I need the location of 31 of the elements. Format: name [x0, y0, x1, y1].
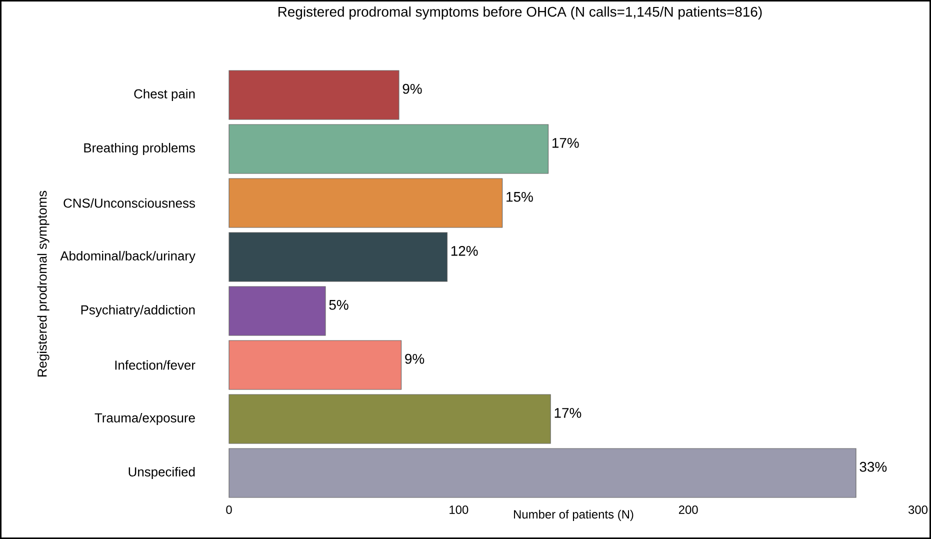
x-tick-label: 0 — [226, 506, 232, 514]
y-tick-label: Breathing problems — [84, 142, 195, 156]
y-tick-label: Psychiatry/addiction — [81, 304, 195, 318]
annotation: 5% — [329, 300, 348, 310]
y-tick-label: Infection/fever — [115, 360, 196, 370]
annotation: 12% — [451, 246, 478, 256]
x-tick-label: 100 — [450, 506, 468, 514]
bar — [228, 70, 400, 120]
bar — [228, 340, 402, 390]
annotation: 17% — [554, 408, 582, 418]
annotation: 17% — [552, 138, 579, 148]
x-tick-label: 300 — [908, 506, 928, 514]
x-tick-label: 200 — [678, 506, 698, 514]
annotation: 9% — [405, 354, 424, 364]
x-axis-title: Number of patients (N) — [514, 510, 634, 521]
annotation: 15% — [506, 192, 533, 202]
y-tick-label: Abdominal/back/urinary — [60, 250, 196, 264]
y-tick-label: CNS/Unconsciousness — [64, 198, 196, 208]
bar — [228, 394, 551, 444]
bar — [228, 448, 856, 498]
chart-title: Registered prodromal symptoms before OHCA (N calls=1,145/N patients=816) — [278, 6, 762, 20]
annotation: 9% — [402, 84, 422, 94]
bar — [228, 286, 326, 336]
bar — [228, 232, 448, 282]
y-tick-label: Unspecified — [128, 466, 195, 480]
y-tick-label: Trauma/exposure — [94, 412, 195, 426]
annotation: 33% — [860, 462, 887, 472]
bar — [228, 178, 503, 228]
bar — [228, 124, 549, 174]
y-axis-title: Registered prodromal symptoms — [37, 190, 50, 376]
y-tick-label: Chest pain — [134, 88, 195, 102]
